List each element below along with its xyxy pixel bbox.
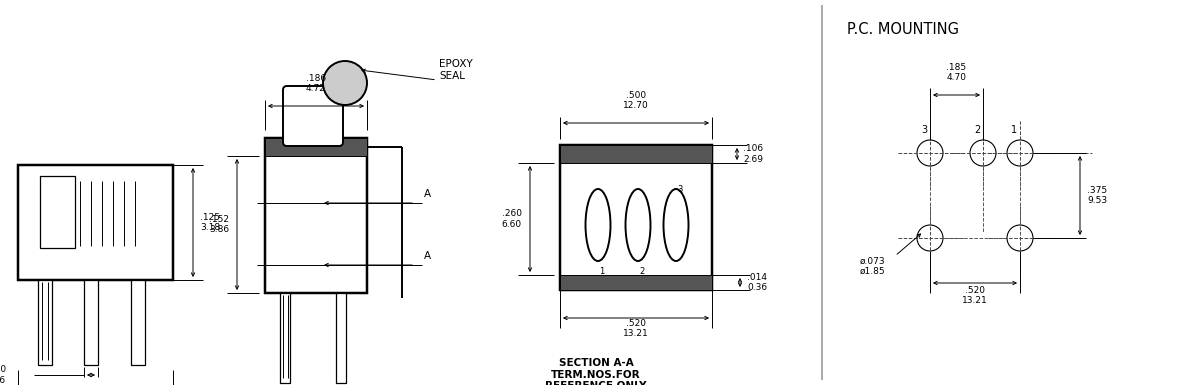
Bar	[560, 145, 712, 290]
Text: 1: 1	[599, 267, 605, 276]
Text: .520
13.21: .520 13.21	[623, 319, 649, 338]
Bar	[131, 280, 145, 365]
Text: 2: 2	[640, 267, 644, 276]
Text: .375
9.53: .375 9.53	[1087, 186, 1108, 205]
Text: .152
3.86: .152 3.86	[209, 215, 229, 234]
Text: 3: 3	[677, 185, 683, 194]
Text: .186
4.72: .186 4.72	[306, 74, 326, 93]
FancyBboxPatch shape	[283, 86, 343, 146]
Text: 3: 3	[920, 125, 928, 135]
Ellipse shape	[586, 189, 611, 261]
Text: .014
0.36: .014 0.36	[746, 273, 767, 292]
Ellipse shape	[664, 189, 689, 261]
Ellipse shape	[625, 189, 650, 261]
Circle shape	[323, 61, 367, 105]
Text: 2: 2	[973, 125, 980, 135]
Text: .520
13.21: .520 13.21	[962, 286, 988, 305]
Bar	[38, 280, 52, 365]
Text: SECTION A-A
TERM.NOS.FOR
REFERENCE ONLY: SECTION A-A TERM.NOS.FOR REFERENCE ONLY	[545, 358, 647, 385]
Bar	[40, 176, 74, 248]
Text: A: A	[424, 189, 431, 199]
Bar	[18, 165, 173, 280]
Text: P.C. MOUNTING: P.C. MOUNTING	[847, 22, 959, 37]
Text: .185
4.70: .185 4.70	[947, 63, 966, 82]
Text: .500
12.70: .500 12.70	[623, 90, 649, 110]
Bar	[84, 280, 98, 365]
Bar	[280, 293, 290, 383]
Text: 1: 1	[1010, 125, 1018, 135]
Text: .030
0.76: .030 0.76	[0, 365, 6, 385]
Text: .106
2.69: .106 2.69	[743, 144, 763, 164]
Text: ø.073
ø1.85: ø.073 ø1.85	[860, 256, 886, 276]
Bar	[560, 145, 712, 163]
Text: .125
3.18: .125 3.18	[200, 213, 220, 232]
Bar	[336, 293, 346, 383]
Bar	[265, 138, 367, 293]
Bar	[265, 138, 367, 156]
Text: .260
6.60: .260 6.60	[502, 209, 522, 229]
Bar	[560, 275, 712, 290]
Text: EPOXY
SEAL: EPOXY SEAL	[439, 59, 473, 81]
Text: A: A	[424, 251, 431, 261]
